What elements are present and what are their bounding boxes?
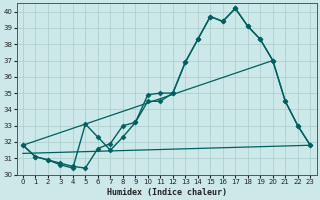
X-axis label: Humidex (Indice chaleur): Humidex (Indice chaleur) [107,188,227,197]
